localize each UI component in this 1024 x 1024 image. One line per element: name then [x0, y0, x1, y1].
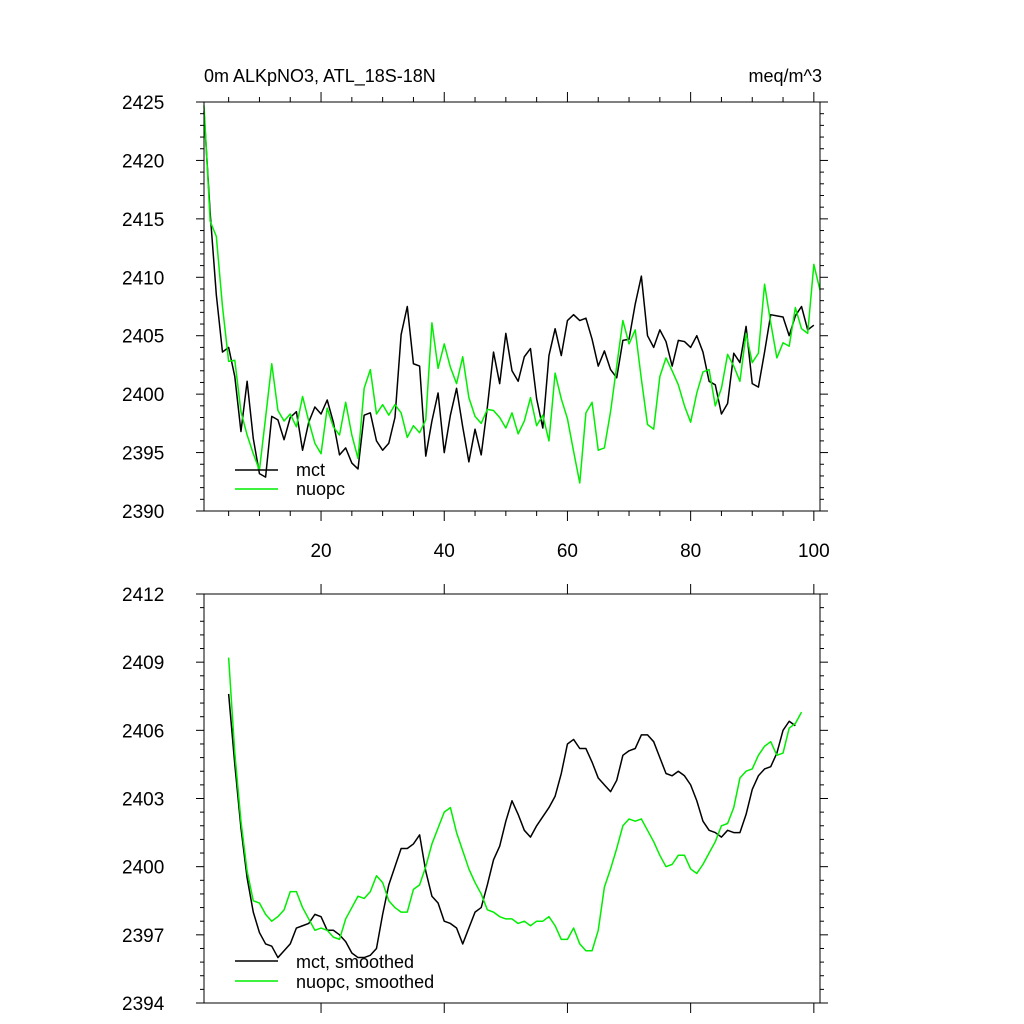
legend-label-mct-smoothed: mct, smoothed: [296, 952, 414, 972]
series-line-mct: [203, 111, 815, 478]
bottom-series-lines: [227, 657, 803, 959]
series-line-mct-smoothed: [227, 693, 796, 959]
y-tick-label: 2400: [122, 385, 164, 406]
top-panel: 0m ALKpNO3, ATL_18S-18N meq/m^3 2390 2395…: [122, 66, 830, 562]
y-tick-label: 2395: [122, 444, 164, 465]
top-legend: mct nuopc: [235, 460, 345, 499]
top-axis-ticks: [196, 92, 828, 521]
legend-label-nuopc: nuopc: [296, 479, 345, 499]
series-line-nuopc: [203, 105, 821, 484]
bottom-legend: mct, smoothed nuopc, smoothed: [235, 952, 434, 992]
units-label: meq/m^3: [749, 66, 822, 86]
y-tick-label: 2410: [122, 268, 164, 289]
y-tick-label: 2394: [122, 994, 165, 1015]
bottom-plot-frame: [203, 593, 821, 1004]
x-tick-label: 20: [310, 541, 331, 562]
legend-label-mct: mct: [296, 460, 325, 480]
chart-title: 0m ALKpNO3, ATL_18S-18N: [204, 66, 436, 87]
y-tick-label: 2390: [122, 502, 164, 523]
x-tick-label: 40: [434, 541, 455, 562]
y-tick-label: 2415: [122, 210, 164, 231]
bottom-panel: 2394 2397 2400 2403 2406 2409 2412 mct, smooth…: [122, 584, 828, 1015]
y-tick-label: 2405: [122, 327, 164, 348]
x-tick-label: 60: [557, 541, 578, 562]
bottom-axis-labels: 2394 2397 2400 2403 2406 2409 2412: [122, 585, 165, 1015]
legend-label-nuopc-smoothed: nuopc, smoothed: [296, 972, 434, 992]
x-tick-label: 100: [798, 541, 830, 562]
y-tick-label: 2412: [122, 585, 164, 606]
bottom-axis-ticks: [196, 584, 828, 1013]
y-tick-label: 2403: [122, 790, 164, 811]
y-tick-label: 2409: [122, 653, 164, 674]
y-tick-label: 2425: [122, 93, 164, 114]
top-series-lines: [203, 105, 821, 484]
y-tick-label: 2400: [122, 858, 164, 879]
top-plot-frame: [203, 101, 821, 512]
x-tick-label: 80: [680, 541, 701, 562]
y-tick-label: 2397: [122, 926, 164, 947]
y-tick-label: 2420: [122, 151, 164, 172]
y-tick-label: 2406: [122, 721, 164, 742]
top-axis-labels: 2390 2395 2400 2405 2410 2415 2420 2425 20 40 60 80…: [122, 93, 830, 562]
series-line-nuopc-smoothed: [227, 657, 803, 952]
